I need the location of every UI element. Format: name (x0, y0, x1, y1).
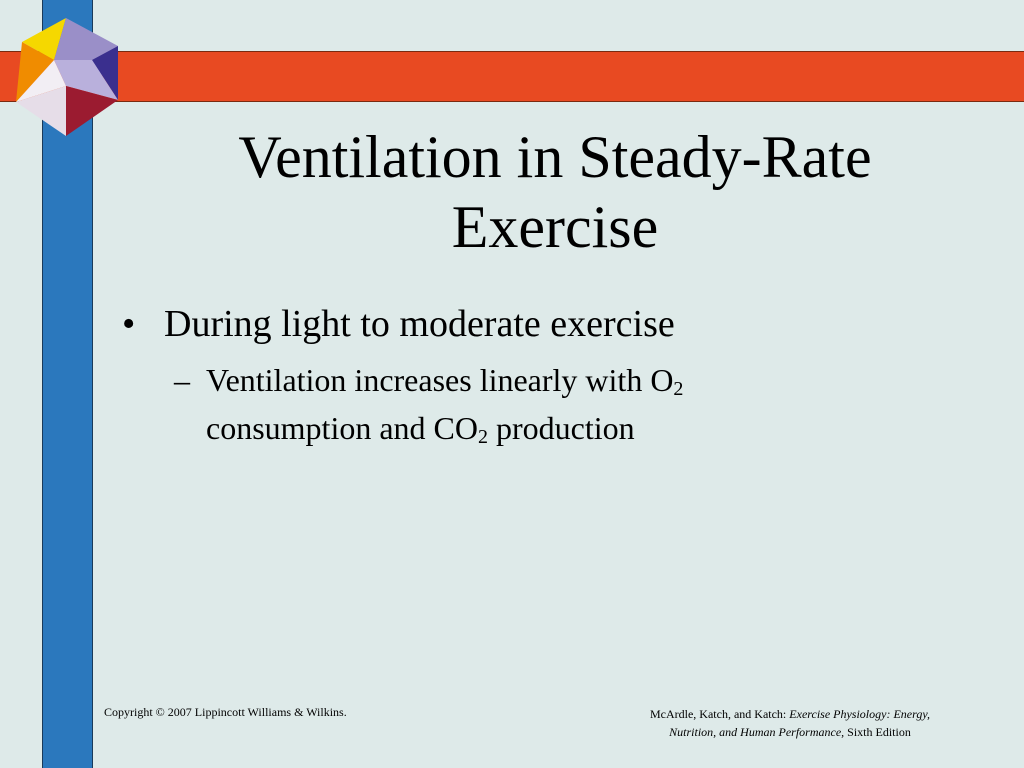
bullet-item-1: • During light to moderate exercise (118, 298, 978, 350)
sub-bullet-text-b: consumption and CO (206, 410, 478, 446)
title-line-1: Ventilation in Steady-Rate (238, 124, 872, 190)
sub-bullet-marker: – (174, 362, 190, 398)
bullet-text: During light to moderate exercise (164, 303, 675, 345)
logo-pink-facet (16, 86, 66, 136)
sub-bullet-item-1: – Ventilation increases linearly with O2… (174, 356, 978, 452)
co2-subscript: 2 (477, 426, 488, 448)
red-horizontal-bar (0, 51, 1024, 102)
citation-footer: McArdle, Katch, and Katch: Exercise Phys… (600, 705, 980, 741)
copyright-footer: Copyright © 2007 Lippincott Williams & W… (104, 705, 347, 719)
citation-book-title-2: Nutrition, and Human Performance, (669, 725, 845, 739)
sub-bullet-text-a: Ventilation increases linearly with O (206, 362, 674, 398)
slide-title: Ventilation in Steady-Rate Exercise (150, 122, 960, 262)
citation-book-title-1: Exercise Physiology: Energy, (789, 707, 931, 721)
citation-authors: McArdle, Katch, and Katch: (649, 707, 790, 721)
o2-subscript: 2 (673, 378, 684, 400)
logo-purple-facet (92, 46, 118, 100)
logo-lightpurple-facet (54, 60, 118, 100)
logo-maroon-facet (66, 86, 118, 136)
bullet-marker: • (122, 303, 136, 345)
cube-logo-icon (16, 18, 118, 136)
sub-bullet-text-c: production (487, 410, 635, 446)
sub-bullet-text: Ventilation increases linearly with O2 c… (206, 356, 683, 452)
citation-edition: Sixth Edition (844, 725, 911, 739)
logo-white-facet (16, 60, 66, 102)
title-line-2: Exercise (451, 194, 659, 260)
bullet-list: • During light to moderate exercise – Ve… (118, 298, 978, 452)
logo-orange-facet (16, 42, 54, 102)
logo-yellow-facet (22, 18, 66, 60)
